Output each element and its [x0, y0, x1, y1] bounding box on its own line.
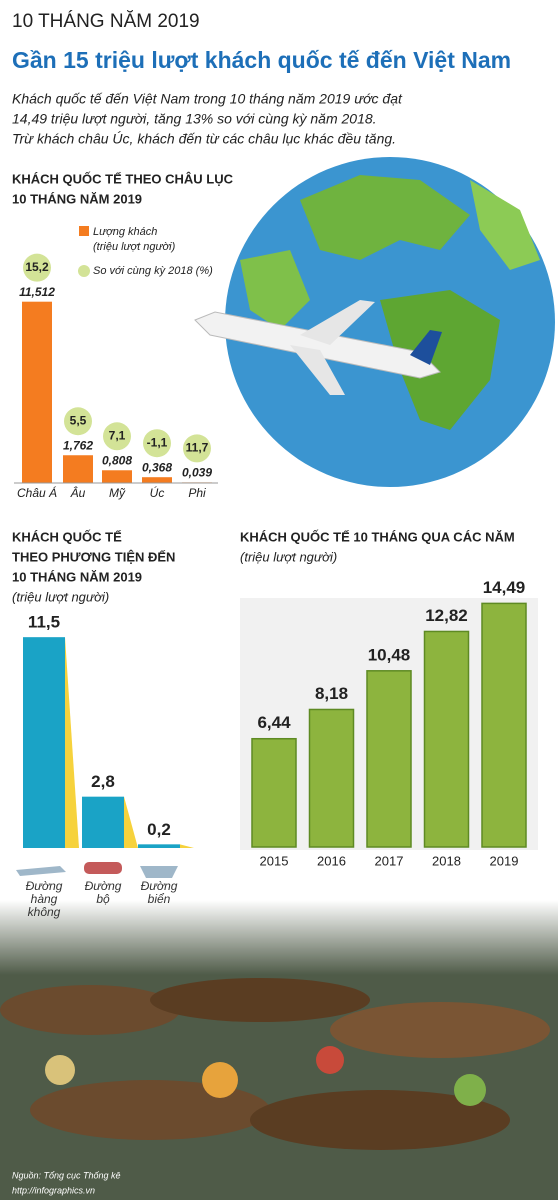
x-tick-label: Đường biển	[140, 879, 178, 906]
x-tick-label: 2016	[317, 853, 346, 868]
source: Nguồn: Tổng cục Thống kê	[12, 1170, 121, 1180]
growth-label: 7,1	[109, 428, 126, 442]
bar	[102, 470, 132, 483]
growth-bubble	[103, 422, 131, 451]
bar	[23, 637, 65, 848]
value-label: 6,44	[257, 713, 291, 732]
bar	[308, 708, 355, 848]
chart-title: KHÁCH QUỐC TẾ THEO CHÂU LỤC	[12, 171, 234, 186]
bar	[366, 670, 412, 848]
legend-swatch	[79, 226, 89, 236]
bar	[423, 630, 470, 848]
growth-label: 11,7	[186, 441, 209, 455]
photo	[0, 900, 558, 1200]
lead-line: Khách quốc tế đến Việt Nam trong 10 thán…	[12, 91, 403, 107]
chart-subtitle: (triệu lượt người)	[240, 549, 337, 564]
value-label: 0,368	[142, 460, 172, 474]
value-label: 0,808	[102, 453, 132, 467]
value-label: 11,5	[28, 613, 60, 632]
x-tick-label: Châu Á	[17, 485, 57, 500]
globe	[225, 157, 555, 487]
lead-line: Trừ khách châu Úc, khách đến từ các châu…	[12, 131, 396, 147]
main-title: Gần 15 triệu lượt khách quốc tế đến Việt…	[12, 47, 511, 73]
value-label: 8,18	[315, 684, 348, 703]
transport-icons	[16, 862, 178, 878]
value-label: 12,82	[425, 606, 468, 625]
bar	[142, 477, 172, 483]
legend-label: Lượng khách	[93, 226, 157, 238]
growth-bubble	[23, 253, 51, 282]
x-tick-label: Phi	[188, 486, 206, 500]
chart-title: THEO PHƯƠNG TIỆN ĐẾN	[12, 549, 175, 564]
x-tick-label: 2019	[490, 853, 519, 868]
bar-shadow	[180, 844, 194, 848]
value-label: 2,8	[91, 772, 115, 791]
bar	[251, 737, 297, 848]
chart-title: 10 THÁNG NĂM 2019	[12, 569, 142, 584]
bar	[481, 602, 527, 848]
x-tick-label: 2015	[260, 853, 289, 868]
x-tick-label: 2018	[432, 853, 461, 868]
lead-line: 14,49 triệu lượt người, tăng 13% so với …	[12, 111, 377, 127]
x-tick-label: Đường hàng không	[25, 879, 63, 919]
legend-swatch	[78, 265, 90, 277]
growth-bubble	[143, 429, 171, 458]
value-label: 14,49	[483, 578, 526, 597]
chart-title: 10 THÁNG NĂM 2019	[12, 191, 142, 206]
chart-title: KHÁCH QUỐC TẾ	[12, 529, 122, 544]
chart-subtitle: (triệu lượt người)	[12, 589, 109, 604]
chart-title: KHÁCH QUỐC TẾ 10 THÁNG QUA CÁC NĂM	[240, 529, 515, 544]
bar-shadow	[124, 796, 138, 848]
x-tick-label: 2017	[375, 853, 404, 868]
bar	[82, 796, 124, 848]
x-tick-label: Mỹ	[109, 486, 126, 500]
value-label: 10,48	[368, 645, 411, 664]
value-label: 1,762	[63, 438, 93, 452]
airplane	[194, 300, 442, 395]
value-label: 0,039	[182, 466, 212, 480]
growth-bubble	[64, 407, 92, 436]
growth-label: -1,1	[147, 435, 168, 449]
value-label: 11,512	[19, 285, 55, 299]
x-tick-label: Âu	[70, 485, 86, 500]
value-label: 0,2	[147, 820, 171, 839]
bar	[138, 844, 180, 848]
kicker: 10 THÁNG NĂM 2019	[12, 11, 200, 32]
bar-shadow	[65, 637, 79, 848]
x-tick-label: Úc	[150, 485, 165, 500]
bar	[63, 455, 93, 483]
growth-bubble	[183, 434, 211, 463]
growth-label: 5,5	[70, 413, 87, 427]
x-tick-label: Đường bộ	[84, 879, 122, 906]
growth-label: 15,2	[25, 260, 49, 274]
legend-unit: (triệu lượt người)	[93, 241, 176, 253]
bar	[22, 301, 52, 483]
site: http://infographics.vn	[12, 1185, 95, 1195]
legend-label: So với cùng kỳ 2018 (%)	[93, 265, 213, 277]
